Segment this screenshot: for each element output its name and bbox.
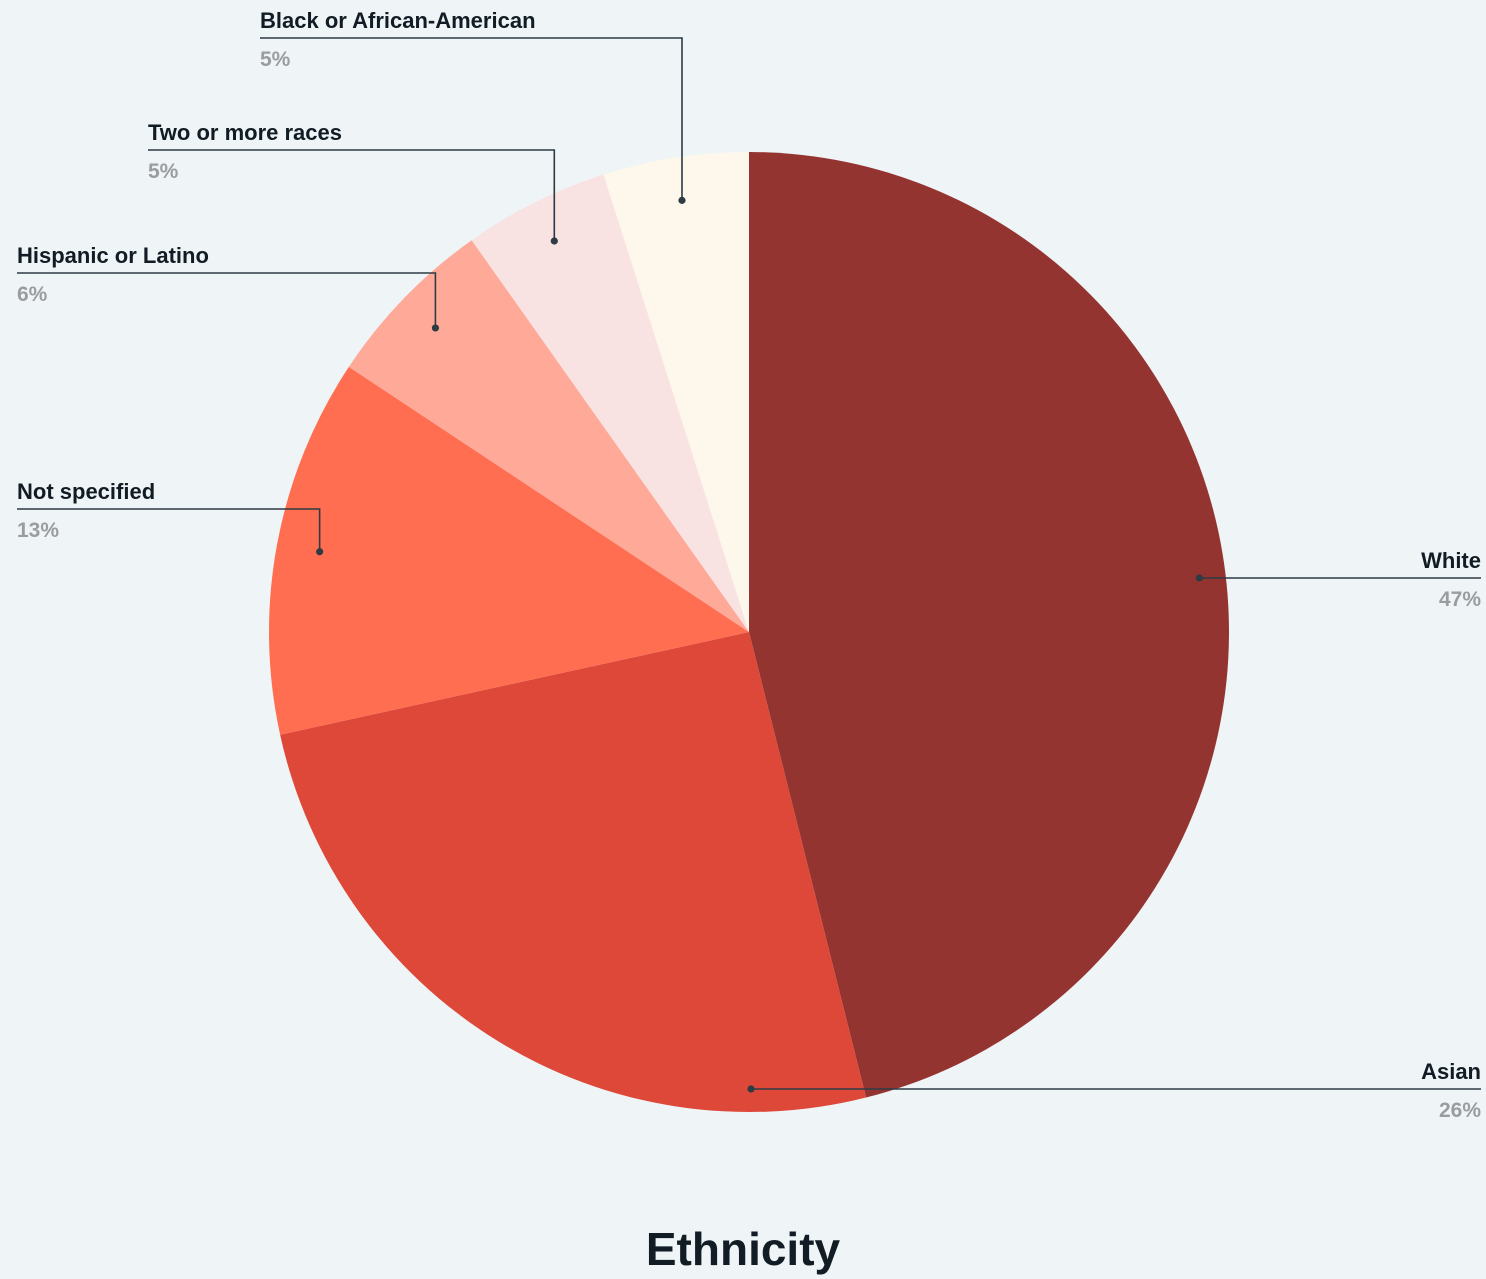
leader-line-two-or-more-races — [148, 149, 556, 241]
slice-not-specified — [269, 366, 749, 735]
slice-two-or-more-races — [471, 174, 749, 633]
slice-hispanic-or-latino — [348, 240, 749, 633]
slice-label-name: Asian — [1421, 1059, 1481, 1084]
leader-dot-hispanic-or-latino — [431, 324, 440, 332]
label-asian: Asian 26% — [747, 1059, 1481, 1122]
leader-dot-black-or-african-american — [678, 196, 686, 204]
pie-chart: White 47% Asian 26% Not specified 13% Hispanic… — [17, 8, 1481, 1122]
label-not-specified: Not specified 13% — [17, 479, 324, 556]
slice-asian — [280, 632, 867, 1112]
slice-label-value: 47% — [1439, 588, 1481, 611]
slice-labels: White 47% Asian 26% Not specified 13% Hispanic… — [17, 8, 1481, 1122]
slice-black-or-african-american — [603, 152, 749, 632]
leader-dot-two-or-more-races — [550, 237, 558, 245]
pie-slices — [269, 152, 1230, 1112]
label-white: White 47% — [1195, 548, 1481, 611]
slice-label-value: 13% — [17, 519, 59, 542]
slice-label-name: White — [1421, 548, 1481, 573]
slice-label-value: 5% — [260, 48, 291, 71]
label-hispanic-or-latino: Hispanic or Latino 6% — [17, 243, 440, 332]
slice-label-value: 6% — [17, 283, 48, 306]
label-black-or-african-american: Black or African-American 5% — [260, 8, 686, 204]
slice-label-value: 26% — [1439, 1099, 1481, 1122]
slice-label-value: 5% — [148, 160, 179, 183]
leader-line-not-specified — [17, 508, 321, 552]
leader-line-hispanic-or-latino — [17, 272, 437, 328]
leader-dot-not-specified — [316, 548, 324, 556]
slice-white — [749, 152, 1230, 1098]
slice-label-name: Not specified — [17, 479, 155, 504]
slice-label-name: Two or more races — [148, 120, 342, 145]
slice-label-name: Black or African-American — [260, 8, 536, 33]
leader-dot-white — [1195, 574, 1203, 582]
leader-dot-asian — [747, 1085, 755, 1093]
leader-line-black-or-african-american — [260, 37, 683, 201]
label-two-or-more-races: Two or more races 5% — [148, 120, 558, 245]
slice-label-name: Hispanic or Latino — [17, 243, 209, 268]
chart-title: Ethnicity — [645, 1223, 841, 1275]
